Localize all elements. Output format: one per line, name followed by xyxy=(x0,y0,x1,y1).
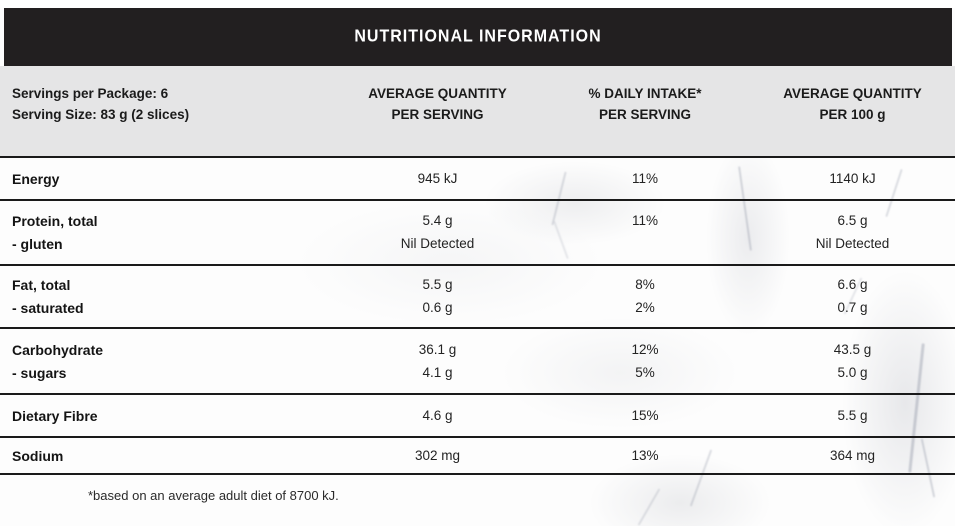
column-header-line: PER SERVING xyxy=(598,107,692,122)
value-daily-intake: 11% xyxy=(631,213,659,228)
footer: *based on an average adult diet of 8700 … xyxy=(0,475,955,516)
value-daily-intake: 15% xyxy=(631,407,659,423)
nutrient-label: - sugars xyxy=(12,364,67,381)
value-per-100g: 6.5 g xyxy=(837,213,868,228)
nutrient-row: Energy 945 kJ 11% 1140 kJ xyxy=(0,169,955,189)
value-daily-intake: 13% xyxy=(631,447,659,463)
value-daily-intake: 11% xyxy=(631,170,659,186)
column-header-line: PER SERVING xyxy=(391,107,484,122)
column-header-line: AVERAGE QUANTITY xyxy=(368,86,507,101)
nutrient-row: Dietary Fibre 4.6 g 15% 5.5 g xyxy=(0,406,955,426)
value-daily-intake xyxy=(540,234,750,254)
value-per-serving: 5.5 g xyxy=(422,277,453,292)
value-daily-intake: 5% xyxy=(635,364,655,380)
nutrition-panel: NUTRITIONAL INFORMATION Servings per Pac… xyxy=(0,8,955,526)
value-daily-intake: 2% xyxy=(635,300,655,315)
nutrient-row: Fat, total 5.5 g 8% 6.6 g xyxy=(0,275,955,295)
nutrient-row: Sodium 302 mg 13% 364 mg xyxy=(0,446,955,466)
daily-intake-footnote: *based on an average adult diet of 8700 … xyxy=(88,488,339,503)
value-per-100g: 364 mg xyxy=(829,447,876,463)
row-group-protein: Protein, total 5.4 g 11% 6.5 g - gluten … xyxy=(0,201,955,266)
nutrient-label: Fat, total xyxy=(12,277,71,293)
column-header-per-100g: AVERAGE QUANTITY PER 100 g xyxy=(750,83,955,156)
value-per-serving: 5.4 g xyxy=(422,213,453,228)
value-per-serving: Nil Detected xyxy=(400,236,475,251)
table-body: Energy 945 kJ 11% 1140 kJ Protein, total… xyxy=(0,158,955,475)
column-header-per-serving: AVERAGE QUANTITY PER SERVING xyxy=(335,83,540,156)
value-per-100g: 5.0 g xyxy=(837,364,868,380)
nutrient-row: Protein, total 5.4 g 11% 6.5 g xyxy=(0,211,955,231)
nutrient-subrow: - gluten Nil Detected Nil Detected xyxy=(0,234,955,254)
column-header-daily-intake: % DAILY INTAKE* PER SERVING xyxy=(540,83,750,156)
value-per-100g: Nil Detected xyxy=(815,236,890,251)
column-header-line: AVERAGE QUANTITY xyxy=(783,86,922,101)
nutrient-label: Carbohydrate xyxy=(12,341,104,358)
panel-content: NUTRITIONAL INFORMATION Servings per Pac… xyxy=(0,8,955,516)
nutrient-subrow: - saturated 0.6 g 2% 0.7 g xyxy=(0,298,955,318)
value-per-serving: 4.6 g xyxy=(422,407,453,423)
value-per-100g: 43.5 g xyxy=(833,341,872,357)
row-group-dietary-fibre: Dietary Fibre 4.6 g 15% 5.5 g xyxy=(0,395,955,438)
row-group-sodium: Sodium 302 mg 13% 364 mg xyxy=(0,438,955,475)
nutrient-label: Protein, total xyxy=(12,213,98,229)
column-header-line: % DAILY INTAKE* xyxy=(588,86,702,101)
nutrient-label: Energy xyxy=(12,170,60,187)
title-bar: NUTRITIONAL INFORMATION xyxy=(4,8,952,66)
nutrient-label: - saturated xyxy=(12,300,84,316)
nutrient-label: - gluten xyxy=(12,236,63,252)
table-header-row: Servings per Package: 6 Serving Size: 83… xyxy=(0,66,955,158)
value-per-serving: 302 mg xyxy=(414,447,461,463)
nutrient-subrow: - sugars 4.1 g 5% 5.0 g xyxy=(0,363,955,383)
value-per-serving: 36.1 g xyxy=(418,341,457,357)
serving-info: Servings per Package: 6 Serving Size: 83… xyxy=(0,83,335,156)
value-daily-intake: 12% xyxy=(631,341,659,357)
row-group-energy: Energy 945 kJ 11% 1140 kJ xyxy=(0,158,955,201)
value-per-100g: 6.6 g xyxy=(837,277,868,292)
value-daily-intake: 8% xyxy=(635,277,655,292)
servings-per-package: Servings per Package: 6 xyxy=(12,86,169,101)
value-per-100g: 1140 kJ xyxy=(829,170,876,186)
value-per-serving: 945 kJ xyxy=(417,170,458,186)
row-group-fat: Fat, total 5.5 g 8% 6.6 g - saturated 0.… xyxy=(0,266,955,329)
value-per-100g: 0.7 g xyxy=(837,300,868,315)
nutrient-label: Sodium xyxy=(12,447,64,464)
value-per-serving: 4.1 g xyxy=(422,364,453,380)
nutrient-row: Carbohydrate 36.1 g 12% 43.5 g xyxy=(0,340,955,360)
serving-size: Serving Size: 83 g (2 slices) xyxy=(12,107,190,122)
column-header-line: PER 100 g xyxy=(819,107,886,122)
row-group-carbohydrate: Carbohydrate 36.1 g 12% 43.5 g - sugars … xyxy=(0,329,955,395)
nutrient-label: Dietary Fibre xyxy=(12,407,98,424)
value-per-serving: 0.6 g xyxy=(422,300,453,315)
value-per-100g: 5.5 g xyxy=(837,407,868,423)
panel-title: NUTRITIONAL INFORMATION xyxy=(354,27,602,46)
